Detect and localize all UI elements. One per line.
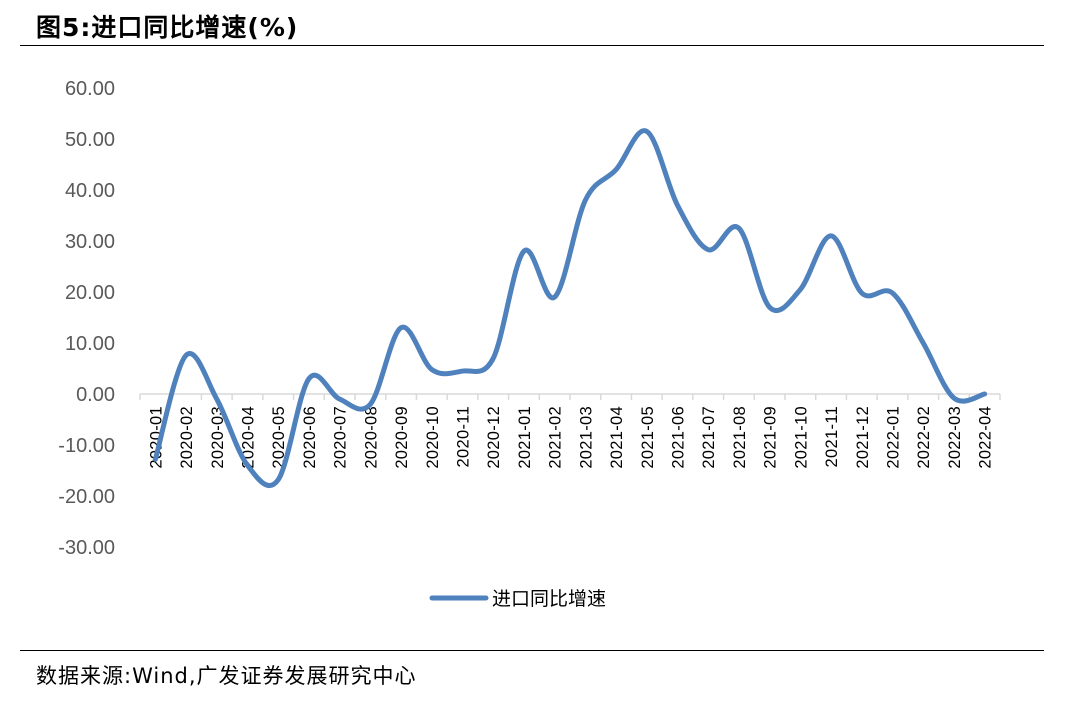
y-tick-label: -20.00 <box>58 486 115 508</box>
y-tick-label: 40.00 <box>65 180 115 202</box>
figure-title: 图5:进口同比增速(%) <box>36 13 299 42</box>
x-tick-label: 2021-07 <box>700 406 718 469</box>
x-tick-label: 2021-11 <box>823 406 841 467</box>
x-tick-label: 2022-01 <box>885 406 903 469</box>
x-tick-label: 2021-05 <box>639 406 657 469</box>
y-tick-label: 0.00 <box>76 384 115 406</box>
x-tick-label: 2021-04 <box>608 406 626 469</box>
y-tick-label: 20.00 <box>65 282 115 304</box>
x-axis-tick-labels: 2020-01 2020-02 2020-03 2020-04 2020-05 2020-… <box>147 406 994 469</box>
x-tick-label: 2021-08 <box>731 406 749 469</box>
x-tick-label: 2021-06 <box>670 406 688 469</box>
x-tick-label: 2020-10 <box>424 406 442 469</box>
x-tick-label: 2021-12 <box>854 406 872 469</box>
x-tick-label: 2021-02 <box>547 406 565 469</box>
x-tick-label: 2020-03 <box>209 406 227 469</box>
title-divider <box>20 45 1044 46</box>
x-tick-label: 2020-02 <box>178 406 196 469</box>
x-tick-label: 2021-09 <box>762 406 780 469</box>
x-tick-label: 2021-03 <box>577 406 595 469</box>
x-tick-label: 2020-11 <box>455 406 473 467</box>
x-tick-label: 2022-03 <box>946 406 964 469</box>
x-tick-label: 2020-07 <box>332 406 350 469</box>
x-tick-label: 2020-04 <box>240 406 258 469</box>
series-line <box>152 128 988 488</box>
y-axis-tick-labels: 60.00 50.00 40.00 30.00 20.00 10.00 0.00 -10.00… <box>58 78 115 559</box>
line-chart: 60.00 50.00 40.00 30.00 20.00 10.00 0.00 -10.00… <box>58 78 1001 610</box>
legend-label: 进口同比增速 <box>492 588 606 610</box>
y-tick-label: -10.00 <box>58 435 115 457</box>
x-tick-label: 2020-06 <box>301 406 319 469</box>
x-tick-label: 2022-02 <box>915 406 933 469</box>
x-axis-tick-marks <box>139 394 1001 400</box>
x-tick-label: 2020-12 <box>485 406 503 469</box>
y-tick-label: 60.00 <box>65 78 115 100</box>
x-tick-label: 2021-01 <box>516 406 534 469</box>
x-tick-label: 2020-05 <box>270 406 288 469</box>
x-tick-label: 2022-04 <box>977 406 995 469</box>
x-tick-label: 2020-01 <box>147 406 165 469</box>
y-tick-label: 30.00 <box>65 231 115 253</box>
legend[interactable]: 进口同比增速 <box>429 588 606 610</box>
x-tick-label: 2021-10 <box>792 406 810 469</box>
x-tick-label: 2020-09 <box>393 406 411 469</box>
y-tick-label: 50.00 <box>65 129 115 151</box>
y-tick-label: -30.00 <box>58 537 115 559</box>
y-tick-label: 10.00 <box>65 333 115 355</box>
source-note: 数据来源:Wind,广发证券发展研究中心 <box>36 664 417 688</box>
x-tick-label: 2020-08 <box>362 406 380 469</box>
source-divider <box>20 650 1044 651</box>
